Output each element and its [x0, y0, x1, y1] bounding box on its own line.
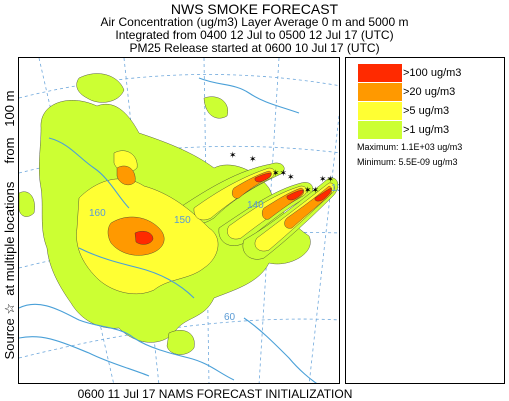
longitude-label-150: 150	[174, 215, 191, 226]
smoke-map: ✶✶ ✶✶ ✶✶ ✶ ✶ ✶ 160 150 140 130 60	[18, 57, 340, 384]
source-marker: ✶✶	[304, 185, 319, 195]
smoke-region-gt100-plume-a	[254, 172, 272, 183]
longitude-label-160: 160	[89, 208, 106, 219]
integration-period: Integrated from 0400 12 Jul to 0500 12 J…	[115, 28, 394, 42]
forecast-initialization: 0600 11 Jul 17 NAMS FORECAST INITIALIZAT…	[77, 387, 353, 401]
smoke-region-gt100-plume-b	[286, 189, 304, 201]
concentration-subtitle: Air Concentration (ug/m3) Layer Average …	[100, 15, 409, 29]
release-start: PM25 Release started at 0600 10 Jul 17 (…	[129, 41, 380, 55]
legend-swatch-gt100	[358, 64, 402, 82]
source-label: Source ☆ at multiple locations from 100 …	[2, 90, 17, 360]
legend-label-gt20: >20 ug/m3	[403, 86, 456, 98]
smoke-region-gt1-south	[166, 330, 195, 355]
forecast-title: NWS SMOKE FORECAST	[170, 1, 339, 17]
coastline	[19, 77, 317, 383]
legend-item-gt5: >5 ug/m3	[358, 102, 449, 120]
maximum-value: Maximum: 1.1E+03 ug/m3	[357, 142, 463, 152]
legend-item-gt20: >20 ug/m3	[358, 83, 455, 101]
legend-swatch-gt5	[358, 102, 402, 120]
legend-label-gt5: >5 ug/m3	[403, 105, 450, 117]
map-canvas: ✶✶ ✶✶ ✶✶ ✶ ✶ ✶ 160 150 140 130 60	[19, 58, 340, 383]
legend-item-gt1: >1 ug/m3	[358, 121, 449, 139]
source-marker: ✶	[249, 154, 257, 164]
smoke-region-gt1-east	[203, 96, 228, 119]
latitude-label-60: 60	[224, 312, 236, 323]
legend-swatch-gt1	[358, 121, 402, 139]
smoke-region-gt1-north	[76, 73, 125, 103]
smoke-region-gt1-west	[19, 191, 35, 217]
legend-swatch-gt20	[358, 83, 402, 101]
source-marker: ✶	[287, 172, 295, 182]
legend-label-gt100: >100 ug/m3	[403, 67, 462, 79]
legend-label-gt1: >1 ug/m3	[403, 124, 450, 136]
legend-panel: >100 ug/m3 >20 ug/m3 >5 ug/m3 >1 ug/m3 M…	[345, 57, 505, 384]
minimum-value: Minimum: 5.5E-09 ug/m3	[357, 157, 458, 167]
legend-item-gt100: >100 ug/m3	[358, 64, 461, 82]
smoke-region-gt100-plume-c	[314, 187, 332, 202]
smoke-region-gt100-central	[134, 231, 154, 245]
longitude-label-130: 130	[331, 183, 340, 194]
longitude-label-140: 140	[247, 200, 264, 211]
smoke-region-gt20-north	[116, 165, 136, 186]
source-marker: ✶	[229, 150, 237, 160]
source-marker: ✶✶	[272, 168, 287, 178]
fire-sources: ✶✶ ✶✶ ✶✶ ✶ ✶ ✶	[229, 150, 334, 195]
source-marker: ✶✶	[319, 174, 334, 184]
